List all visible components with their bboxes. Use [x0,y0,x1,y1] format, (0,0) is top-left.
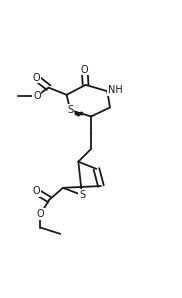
Text: S: S [79,190,85,200]
Text: NH: NH [108,85,123,95]
Text: O: O [81,65,88,74]
Text: O: O [32,73,40,83]
Text: O: O [37,209,44,219]
Text: S: S [67,105,73,115]
Text: O: O [33,91,41,101]
Text: O: O [32,187,40,196]
